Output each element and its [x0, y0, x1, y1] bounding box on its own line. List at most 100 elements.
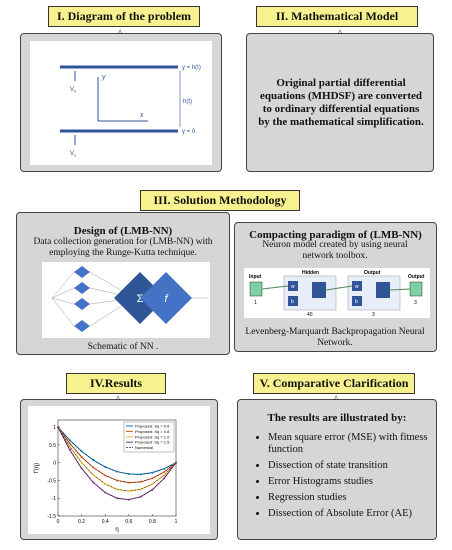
svg-text:b: b	[355, 299, 358, 305]
svg-text:b: b	[291, 299, 294, 305]
point	[80, 467, 83, 470]
text: Data collection generation for (LMB-NN) …	[33, 237, 213, 258]
legend-label: Proposed: Sq = 1.0	[135, 434, 170, 439]
heading: Compacting paradigm of (LMB-NN)	[249, 229, 422, 241]
panel-title: III. Solution Methodology	[140, 190, 300, 211]
point	[139, 488, 142, 491]
links	[261, 285, 411, 291]
point	[104, 465, 107, 468]
point	[163, 477, 166, 480]
point	[92, 466, 95, 469]
comparison-panel	[237, 399, 437, 540]
y-tick-label: 0	[53, 461, 56, 467]
svg-text:3: 3	[414, 300, 417, 306]
svg-text:w: w	[355, 284, 359, 290]
label: x	[139, 112, 144, 119]
point	[104, 491, 107, 494]
x-tick-label: 1	[175, 519, 178, 525]
point	[163, 474, 166, 477]
input-node	[249, 281, 263, 297]
point	[80, 461, 83, 464]
label: Vo	[70, 151, 77, 158]
point	[92, 459, 95, 462]
point	[175, 461, 177, 464]
point	[104, 474, 107, 477]
y-tick-label: 0.5	[49, 443, 56, 449]
point	[163, 467, 166, 470]
panel-title: II. Mathematical Model	[256, 6, 418, 27]
point	[163, 470, 166, 473]
svg-text:Hidden: Hidden	[302, 270, 319, 276]
y-tick-label: -0.5	[47, 478, 56, 484]
point	[139, 495, 142, 498]
point	[68, 448, 71, 451]
output-node	[409, 281, 423, 297]
x-tick-label: 0.6	[125, 519, 132, 525]
list: Mean square error (MSE) with fitness fun…	[254, 428, 430, 524]
model-text: Original partial differential equations …	[258, 77, 424, 128]
point	[127, 473, 130, 476]
nn-toolbox: Input Hidden Output Output w b w b 1 40 …	[244, 268, 430, 318]
x-tick-label: 0.2	[78, 519, 85, 525]
items: Mean square error (MSE) with fitness fun…	[254, 432, 430, 520]
point	[127, 481, 130, 484]
label: Vh	[70, 87, 76, 94]
weights	[288, 281, 390, 306]
point	[80, 450, 83, 453]
x-tick-label: 0.4	[102, 519, 109, 525]
problem-diagram: y = h(t) y = 0 h(t) y x Vh Vo	[30, 41, 212, 165]
svg-text:3: 3	[372, 312, 375, 318]
point	[151, 471, 154, 474]
point	[92, 474, 95, 477]
x-label: η	[115, 527, 118, 533]
point	[151, 483, 154, 485]
point	[80, 455, 83, 458]
legend-label: Proposed: Sq = 0.8	[135, 429, 170, 434]
point	[151, 488, 154, 491]
list-item: Dissection of state transition	[268, 460, 430, 472]
model-panel	[246, 33, 434, 172]
point	[68, 445, 71, 448]
text: Neuron model created by using neural net…	[262, 240, 408, 261]
x-tick-label: 0	[57, 519, 60, 525]
svg-text:Input: Input	[249, 274, 262, 280]
y-tick-label: -1	[52, 496, 57, 502]
label: y = h(t)	[182, 65, 201, 71]
svg-text:40: 40	[307, 312, 313, 318]
y-label: f'(η)	[34, 463, 40, 473]
list-item: Dissection of Absolute Error (AE)	[268, 508, 430, 520]
nn-schematic: Σ f	[42, 262, 210, 338]
results-plot: 0 0.2 0.4 0.6 0.8 1 -1.5 -1 -0.5 0 0.5 1 η f'(η) Propo…	[28, 406, 210, 534]
point	[116, 470, 118, 473]
svg-text:1: 1	[254, 300, 257, 306]
point	[92, 481, 95, 484]
svg-text:Output: Output	[364, 270, 381, 276]
svg-text:w: w	[291, 284, 295, 290]
svg-text:Output: Output	[408, 274, 425, 280]
point	[104, 483, 107, 485]
activation-node	[140, 272, 192, 324]
list-item: Error Histograms studies	[268, 476, 430, 488]
symbol: f	[164, 293, 168, 305]
point	[57, 426, 59, 429]
point	[68, 439, 71, 442]
caret: ^	[116, 394, 121, 404]
point	[151, 477, 154, 480]
labels: Input Hidden Output Output w b w b 1 40 …	[249, 270, 425, 318]
point	[139, 473, 142, 476]
plot-frame	[57, 419, 177, 517]
panel-title: V. Comparative Clarification	[253, 373, 415, 394]
legend-label: Proposed: Sq = 1.5	[135, 440, 170, 445]
panel-title: IV.Results	[66, 373, 166, 394]
point	[116, 497, 118, 500]
caret: ^	[334, 394, 339, 404]
symbol: Σ	[137, 293, 144, 305]
legend-label: Numerical	[135, 445, 153, 450]
point	[127, 498, 130, 501]
caption: Schematic of NN .	[87, 342, 159, 352]
y-tick-label: 1	[53, 425, 56, 431]
label: y = 0	[182, 129, 196, 135]
panel-title: I. Diagram of the problem	[48, 6, 200, 27]
point	[127, 490, 130, 493]
point	[139, 480, 142, 483]
